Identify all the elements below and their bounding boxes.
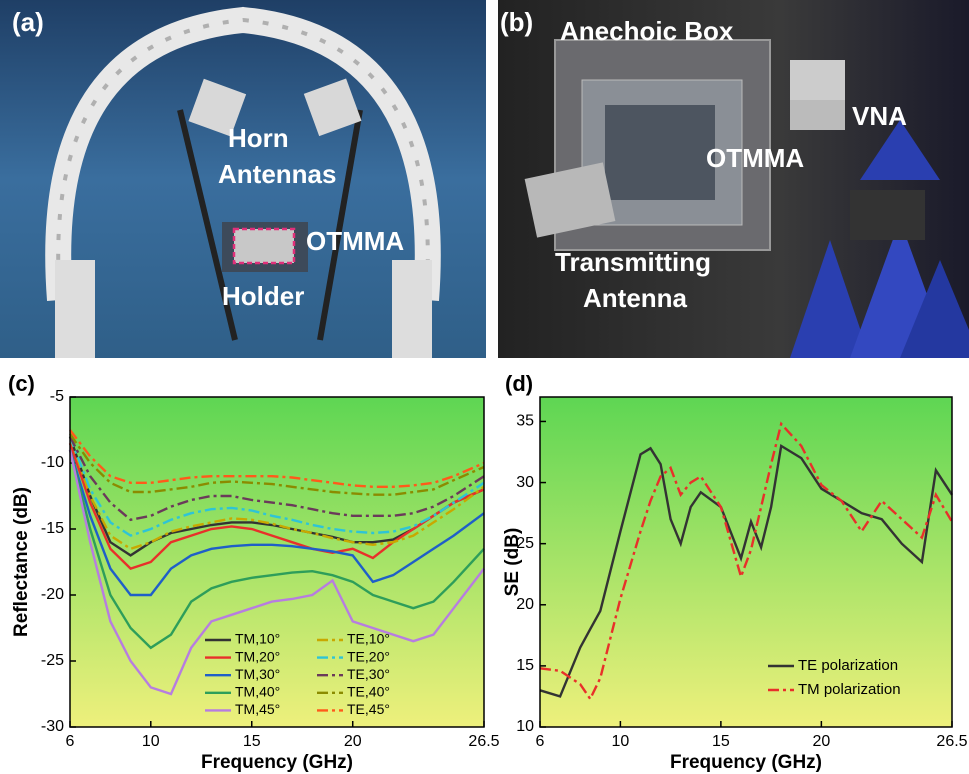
legend-label: TM,45° (235, 701, 280, 717)
legend-label: TE polarization (798, 657, 898, 674)
annotation: VNA (852, 101, 907, 131)
series-line (539, 421, 954, 702)
y-tick-label: 15 (516, 657, 534, 674)
legend-label: TE,30° (347, 666, 390, 682)
x-tick-label: 20 (812, 733, 830, 750)
series-line (68, 436, 485, 551)
x-tick-label: 15 (243, 733, 261, 750)
x-axis-title: Frequency (GHz) (670, 752, 822, 773)
x-tick-label: 6 (66, 733, 75, 750)
legend-label: TM polarization (798, 681, 901, 698)
series-line (68, 436, 485, 537)
plot-frame (69, 396, 485, 728)
series-line (69, 433, 485, 496)
legend-label: TM,20° (235, 648, 280, 664)
legend-label: TM,30° (235, 666, 280, 682)
legend-label: TM,40° (235, 684, 280, 700)
annotation: Holder (222, 281, 304, 311)
annotation: OTMMA (306, 226, 404, 256)
y-axis-title: SE (dB) (502, 528, 523, 597)
y-tick-label: -30 (41, 718, 64, 735)
panel-label: (d) (505, 371, 533, 396)
series-line (68, 449, 485, 650)
series-line (68, 449, 485, 597)
x-tick-label: 10 (142, 733, 160, 750)
series-line (68, 449, 485, 696)
x-axis-title: Frequency (GHz) (201, 752, 353, 773)
y-tick-label: 25 (516, 535, 534, 552)
y-tick-label: 20 (516, 596, 534, 613)
annotation: Transmitting (555, 247, 711, 277)
legend-label: TE,20° (347, 648, 390, 664)
x-tick-label: 10 (611, 733, 629, 750)
series-line (68, 436, 485, 522)
legend-label: TE,40° (347, 684, 390, 700)
x-tick-label: 15 (712, 733, 730, 750)
series-line (68, 442, 485, 570)
panel-label: (c) (8, 371, 35, 396)
y-axis-title: Reflectance (dB) (11, 487, 32, 637)
x-tick-label: 26.5 (468, 733, 499, 750)
y-tick-label: 35 (516, 413, 534, 430)
x-tick-label: 20 (344, 733, 362, 750)
y-tick-label: 30 (516, 474, 534, 491)
annotation: Horn (228, 123, 289, 153)
y-tick-label: -10 (41, 454, 64, 471)
y-tick-label: -20 (41, 586, 64, 603)
plot-frame (539, 396, 953, 728)
annotation: Anechoic Box (560, 16, 734, 46)
legend-label: TE,45° (347, 701, 390, 717)
x-tick-label: 26.5 (936, 733, 967, 750)
y-tick-label: -5 (50, 388, 64, 405)
y-tick-label: 10 (516, 718, 534, 735)
series-line (69, 429, 485, 488)
annotation: Antennas (218, 159, 336, 189)
x-tick-label: 6 (536, 733, 545, 750)
legend-label: TE,10° (347, 631, 390, 647)
y-tick-label: -25 (41, 652, 64, 669)
photo-a: (a) Horn Antennas OTMMA Holder (0, 0, 486, 358)
annotation: OTMMA (706, 143, 804, 173)
panel-label: (a) (12, 7, 44, 37)
annotation: Antenna (583, 283, 688, 313)
photo-b: (b) Anechoic Box VNA OTMMA Transmitting … (498, 0, 969, 358)
y-tick-label: -15 (41, 520, 64, 537)
legend-label: TM,10° (235, 631, 280, 647)
panel-label: (b) (500, 7, 533, 37)
